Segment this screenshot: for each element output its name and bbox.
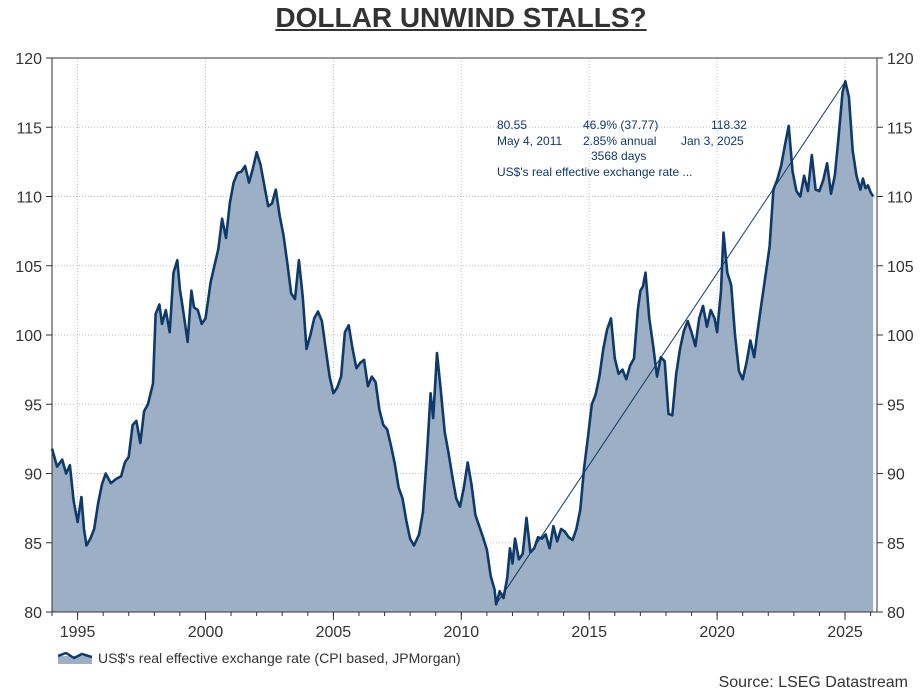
x-tick-label: 2025 [827, 624, 863, 641]
annotation-start-date: May 4, 2011 [497, 134, 562, 148]
annotation-end-value: 118.32 [711, 118, 747, 132]
x-tick-label: 2000 [188, 624, 224, 641]
y-tick-label: 115 [887, 120, 913, 137]
trend-annotation: 80.55 May 4, 2011 46.9% (37.77) 2.85% an… [497, 118, 747, 179]
series-line [50, 80, 875, 606]
y-tick-label: 90 [887, 467, 905, 484]
annotation-days: 3568 days [591, 149, 646, 163]
y-tick-label: 105 [887, 259, 914, 276]
annotation-change: 46.9% (37.77) [583, 118, 658, 132]
x-tick-label: 1995 [60, 624, 96, 641]
series-area-fill [52, 81, 874, 613]
annotation-series-label: US$'s real effective exchange rate ... [497, 165, 693, 179]
legend: US$'s real effective exchange rate (CPI … [58, 650, 461, 666]
y-tick-label: 90 [24, 467, 42, 484]
annotation-annual: 2.85% annual [583, 134, 656, 148]
y-tick-label: 95 [887, 397, 905, 414]
x-tick-label: 2005 [316, 624, 352, 641]
y-tick-label: 110 [16, 190, 42, 207]
trend-line [495, 80, 846, 605]
y-tick-label: 120 [15, 51, 42, 68]
legend-label: US$'s real effective exchange rate (CPI … [98, 650, 461, 666]
x-tick-label: 2015 [571, 624, 607, 641]
y-tick-label: 85 [887, 536, 905, 553]
y-tick-label: 95 [24, 397, 42, 414]
x-tick-label: 2020 [699, 624, 735, 641]
y-tick-label: 100 [887, 328, 914, 345]
y-axis-right: 80 85 90 95 100 105 110 115 120 [877, 51, 914, 622]
x-tick-label: 2010 [444, 624, 480, 641]
y-tick-label: 80 [24, 605, 42, 622]
legend-swatch [58, 652, 92, 664]
y-tick-label: 80 [887, 605, 905, 622]
y-tick-label: 115 [16, 120, 42, 137]
y-tick-label: 105 [15, 259, 42, 276]
y-tick-label: 100 [15, 328, 42, 345]
source-note: Source: LSEG Datastream [718, 674, 908, 691]
annotation-start-value: 80.55 [497, 118, 527, 132]
x-axis: 1995 2000 2005 2010 2015 2020 2025 [51, 612, 872, 641]
annotation-end-date: Jan 3, 2025 [681, 134, 744, 148]
y-axis-left: 80 85 90 95 100 105 110 115 120 [15, 51, 52, 622]
y-tick-label: 120 [887, 51, 914, 68]
chart-title: DOLLAR UNWIND STALLS? [275, 2, 647, 33]
y-tick-label: 85 [24, 536, 42, 553]
y-tick-label: 110 [887, 190, 913, 207]
